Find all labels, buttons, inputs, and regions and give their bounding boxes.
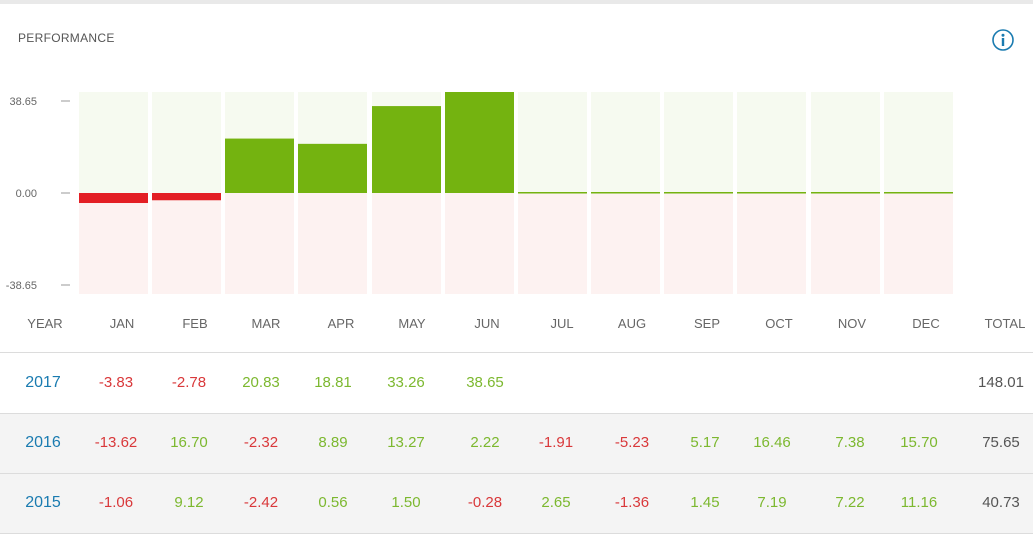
column-header: TOTAL <box>984 316 1026 331</box>
month-value: -2.32 <box>243 434 279 451</box>
table-row: 2016 -13.62 16.70 -2.32 8.89 13.27 2.22 -1.91 -5… <box>0 414 1033 473</box>
month-value: 9.12 <box>174 494 204 511</box>
month-value: 18.81 <box>314 374 352 391</box>
column-bg-negative <box>737 193 806 294</box>
column-bg-positive <box>79 92 148 193</box>
chart-bar-empty <box>591 192 660 194</box>
year-total: 40.73 <box>982 494 1020 511</box>
month-value: -1.06 <box>98 494 134 511</box>
month-value: 33.26 <box>387 374 425 391</box>
month-value: 15.70 <box>900 434 938 451</box>
chart-bar <box>372 106 441 193</box>
column-header: JUL <box>550 316 574 331</box>
month-value: 16.46 <box>753 434 791 451</box>
month-value: -5.23 <box>614 434 650 451</box>
column-bg-positive <box>811 92 880 193</box>
month-value: 2.65 <box>541 494 571 511</box>
column-bg-negative <box>152 193 221 294</box>
column-bg-negative <box>518 193 587 294</box>
column-bg-negative <box>445 193 514 294</box>
month-value: 0.56 <box>318 494 348 511</box>
performance-title: PERFORMANCE <box>18 31 115 45</box>
column-bg-negative <box>591 193 660 294</box>
month-value: 20.83 <box>242 374 280 391</box>
year-link[interactable]: 2017 <box>25 374 61 391</box>
month-value: -2.78 <box>171 374 207 391</box>
table-row: 2017 -3.83 -2.78 20.83 18.81 33.26 38.65 148.01 <box>0 354 1033 413</box>
column-header: MAY <box>398 316 426 331</box>
month-value: -3.83 <box>98 374 134 391</box>
column-header: SEP <box>693 316 720 331</box>
column-bg-positive <box>884 92 953 193</box>
chart-bar <box>225 138 294 193</box>
column-bg-negative <box>372 193 441 294</box>
column-bg-negative <box>664 193 733 294</box>
performance-chart: 38.65 0.00 -38.65 <box>6 92 953 294</box>
row-divider <box>0 533 1033 534</box>
header-divider <box>0 352 1033 353</box>
month-value: 5.17 <box>690 434 720 451</box>
column-bg-negative <box>884 193 953 294</box>
chart-bar-empty <box>664 192 733 194</box>
month-value: 38.65 <box>466 374 504 391</box>
chart-bar <box>79 193 148 204</box>
month-value: -0.28 <box>467 494 503 511</box>
chart-bar-empty <box>737 192 806 194</box>
column-bg-negative <box>225 193 294 294</box>
column-header: OCT <box>765 316 793 331</box>
column-bg-positive <box>518 92 587 193</box>
column-header: JUN <box>474 316 500 331</box>
column-bg-negative <box>298 193 367 294</box>
info-icon[interactable] <box>992 29 1014 51</box>
table-row: 2015 -1.06 9.12 -2.42 0.56 1.50 -0.28 2.65 -1.36… <box>0 474 1033 533</box>
column-header: FEB <box>182 316 208 331</box>
row-divider <box>0 413 1033 414</box>
y-tick-label: -38.65 <box>6 280 37 292</box>
column-bg-positive <box>152 92 221 193</box>
column-bg-positive <box>591 92 660 193</box>
column-bg-positive <box>664 92 733 193</box>
month-value: 1.45 <box>690 494 720 511</box>
month-value: 13.27 <box>387 434 425 451</box>
column-bg-negative <box>79 193 148 294</box>
month-value: 7.38 <box>835 434 865 451</box>
chart-bar-empty <box>518 192 587 194</box>
column-header: APR <box>327 316 355 331</box>
month-value: 7.22 <box>835 494 865 511</box>
column-header: NOV <box>837 316 867 331</box>
month-value: 16.70 <box>170 434 208 451</box>
year-link[interactable]: 2015 <box>25 494 61 511</box>
chart-bar-empty <box>884 192 953 194</box>
row-divider <box>0 473 1033 474</box>
month-value: -1.36 <box>614 494 650 511</box>
month-value: 7.19 <box>757 494 787 511</box>
column-header: JAN <box>109 316 135 331</box>
year-link[interactable]: 2016 <box>25 434 61 451</box>
y-tick-label: 38.65 <box>9 96 37 108</box>
column-bg-negative <box>811 193 880 294</box>
chart-bar <box>445 92 514 193</box>
month-value: -2.42 <box>243 494 279 511</box>
y-tick-label: 0.00 <box>16 188 37 200</box>
column-header: DEC <box>912 316 940 331</box>
top-divider <box>0 0 1033 4</box>
month-value: -1.91 <box>538 434 574 451</box>
chart-bar-empty <box>811 192 880 194</box>
month-value: 8.89 <box>318 434 348 451</box>
month-value: 2.22 <box>470 434 500 451</box>
month-value: 1.50 <box>391 494 421 511</box>
year-total: 148.01 <box>978 374 1024 391</box>
column-header: AUG <box>617 316 647 331</box>
month-value: 11.16 <box>900 494 938 511</box>
year-total: 75.65 <box>982 434 1020 451</box>
column-header: MAR <box>251 316 281 331</box>
column-bg-positive <box>737 92 806 193</box>
table-header-row: YEAR JAN FEB MAR APR MAY JUN JUL AUG SEP OCT NOV DEC… <box>0 312 1033 336</box>
chart-bar <box>152 193 221 201</box>
month-value: -13.62 <box>94 434 138 451</box>
column-header: YEAR <box>27 316 63 331</box>
chart-bar <box>298 143 367 193</box>
